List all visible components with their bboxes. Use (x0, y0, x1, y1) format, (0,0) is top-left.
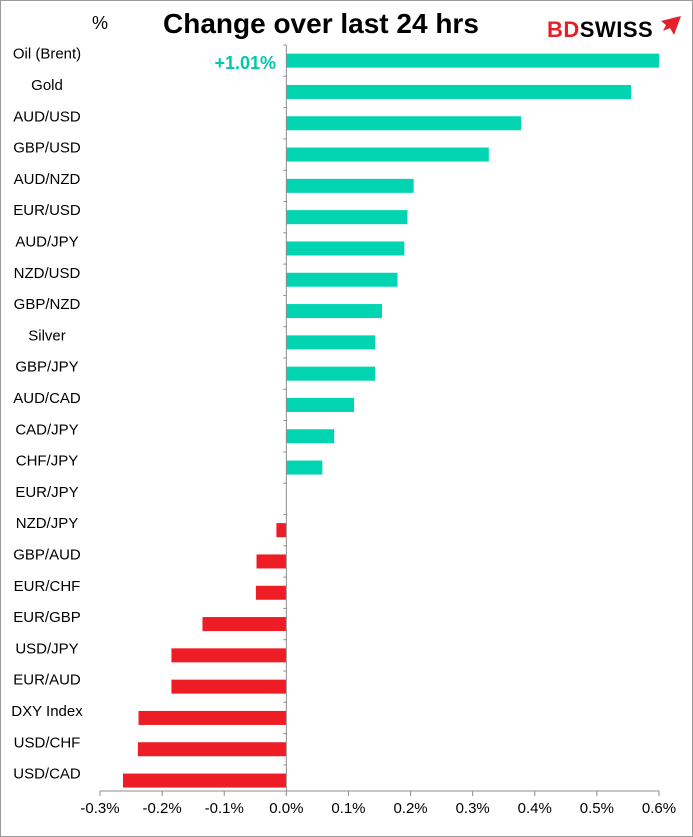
bar (171, 648, 287, 663)
bar (286, 335, 376, 350)
bar (286, 241, 405, 256)
category-label: CAD/JPY (15, 421, 78, 438)
brand-arrow-icon (661, 16, 681, 35)
category-label: GBP/JPY (15, 359, 78, 376)
bar (286, 366, 376, 381)
bar (256, 554, 287, 569)
category-label: USD/JPY (15, 640, 78, 657)
bars-group (122, 53, 659, 788)
annotation-label: +1.01% (214, 53, 276, 73)
category-label: EUR/USD (13, 202, 81, 219)
bar (137, 742, 287, 757)
category-label: DXY Index (11, 703, 83, 720)
bar (286, 460, 323, 475)
bar (171, 679, 287, 694)
category-label: GBP/USD (13, 140, 81, 157)
category-label: AUD/NZD (14, 171, 81, 188)
bar (122, 773, 287, 788)
category-label: NZD/USD (14, 265, 81, 282)
bar (138, 710, 287, 725)
category-label: Gold (31, 77, 63, 94)
brand-logo: BDSWISS (547, 16, 681, 42)
brand-logo-swiss: SWISS (580, 17, 653, 42)
category-label: EUR/JPY (15, 484, 78, 501)
category-label: AUD/CAD (13, 390, 81, 407)
bar (286, 84, 632, 99)
x-tick-label: 0.3% (456, 800, 490, 817)
category-label: GBP/AUD (13, 546, 81, 563)
bar (276, 523, 287, 538)
x-tick-label: 0.4% (518, 800, 552, 817)
bar (286, 53, 659, 68)
category-label: EUR/CHF (14, 578, 81, 595)
category-label: Oil (Brent) (13, 46, 81, 63)
category-label: GBP/NZD (14, 296, 81, 313)
x-tick-label: 0.1% (331, 800, 365, 817)
category-label: AUD/USD (13, 108, 81, 125)
x-axis: -0.3% -0.2% -0.1% 0.0% 0.1% 0.2% 0.3% 0.4% 0.5% 0… (80, 44, 676, 817)
category-labels: Oil (Brent) Gold AUD/USD GBP/USD AUD/NZD EUR/… (11, 46, 83, 783)
category-label: AUD/JPY (15, 233, 78, 250)
category-label: EUR/AUD (13, 672, 81, 689)
x-tick-label: 0.5% (580, 800, 614, 817)
category-label: NZD/JPY (16, 515, 79, 532)
x-tick-label: 0.6% (642, 800, 676, 817)
x-tick-label: -0.3% (80, 800, 119, 817)
bar (286, 210, 408, 225)
unit-label: % (92, 13, 108, 33)
bar (286, 272, 398, 287)
bar (286, 147, 489, 162)
category-label: CHF/JPY (16, 453, 79, 470)
x-tick-label: -0.2% (143, 800, 182, 817)
brand-logo-bd: BD (547, 17, 580, 42)
category-label: USD/CHF (14, 734, 81, 751)
category-label: Silver (28, 327, 66, 344)
bar (286, 397, 355, 412)
x-tick-label: -0.1% (205, 800, 244, 817)
bar (286, 178, 414, 193)
bar (255, 585, 287, 600)
bar (286, 304, 382, 319)
bar (202, 617, 287, 632)
x-tick-label: 0.0% (269, 800, 303, 817)
chart-title: Change over last 24 hrs (163, 8, 479, 39)
bar (286, 429, 335, 444)
bar (286, 116, 522, 131)
svg-text:BDSWISS: BDSWISS (547, 17, 653, 42)
x-tick-label: 0.2% (393, 800, 427, 817)
category-label: USD/CAD (13, 766, 81, 783)
category-label: EUR/GBP (13, 609, 81, 626)
